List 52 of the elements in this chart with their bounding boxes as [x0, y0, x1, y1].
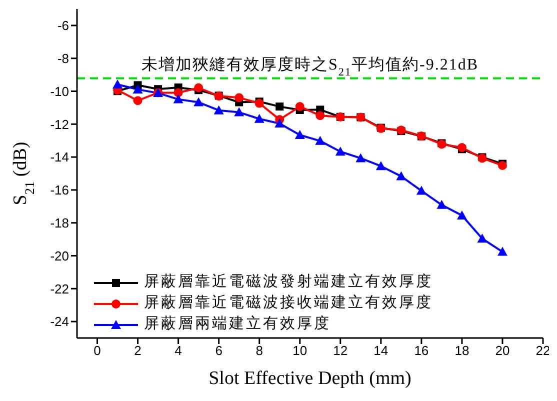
- point: [316, 111, 325, 120]
- point: [396, 171, 406, 180]
- legend-label: 屏蔽層靠近電磁波發射端建立有效厚度: [144, 272, 433, 292]
- y-tick-label: -6: [57, 18, 69, 34]
- y-tick-label: -12: [50, 116, 69, 132]
- point: [254, 114, 264, 123]
- point: [456, 210, 467, 220]
- x-tick-label: 8: [256, 343, 263, 358]
- point: [376, 161, 386, 170]
- point: [194, 83, 204, 92]
- x-tick-label: 20: [495, 343, 510, 358]
- point: [315, 136, 326, 145]
- legend-label: 屏蔽層兩端建立有效厚度: [144, 314, 331, 334]
- point: [132, 84, 143, 94]
- x-tick-label: 14: [374, 343, 388, 358]
- y-tick-label: -10: [50, 84, 69, 99]
- point: [295, 102, 304, 112]
- point: [173, 94, 184, 104]
- point: [335, 146, 346, 156]
- x-tick-label: 0: [94, 343, 101, 358]
- point: [294, 130, 305, 140]
- x-tick-label: 18: [454, 343, 470, 358]
- y-tick-label: -16: [50, 182, 69, 198]
- point: [112, 80, 123, 89]
- x-axis-title: Slot Effective Depth (mm): [208, 368, 412, 389]
- y-tick-label: -20: [50, 248, 69, 264]
- x-tick-label: 6: [215, 343, 222, 358]
- point: [214, 105, 224, 114]
- y-tick-label: -22: [50, 281, 69, 296]
- legend-label: 屏蔽層靠近電磁波接收端建立有效厚度: [144, 293, 433, 313]
- point: [477, 234, 488, 243]
- x-tick-label: 2: [134, 343, 142, 358]
- point: [234, 93, 244, 102]
- x-tick-label: 12: [333, 343, 348, 358]
- y-tick-label: -8: [57, 50, 69, 66]
- point: [174, 88, 183, 98]
- point: [416, 186, 426, 195]
- y-tick-label: -24: [50, 314, 69, 330]
- point: [133, 96, 142, 106]
- y-tick-label: -18: [50, 215, 69, 230]
- point: [497, 246, 508, 256]
- point: [436, 200, 447, 209]
- point: [276, 102, 284, 111]
- x-tick-label: 10: [292, 343, 308, 358]
- point: [194, 97, 204, 106]
- point: [356, 153, 366, 162]
- y-tick-label: -14: [50, 150, 69, 165]
- x-tick-label: 16: [414, 343, 429, 358]
- point: [274, 118, 285, 128]
- point: [234, 107, 244, 116]
- x-tick-label: 4: [174, 343, 182, 358]
- ref-line-label: 未增加狹縫有效厚度時之S$_{21}$平均值約-9.21dB: [141, 55, 479, 78]
